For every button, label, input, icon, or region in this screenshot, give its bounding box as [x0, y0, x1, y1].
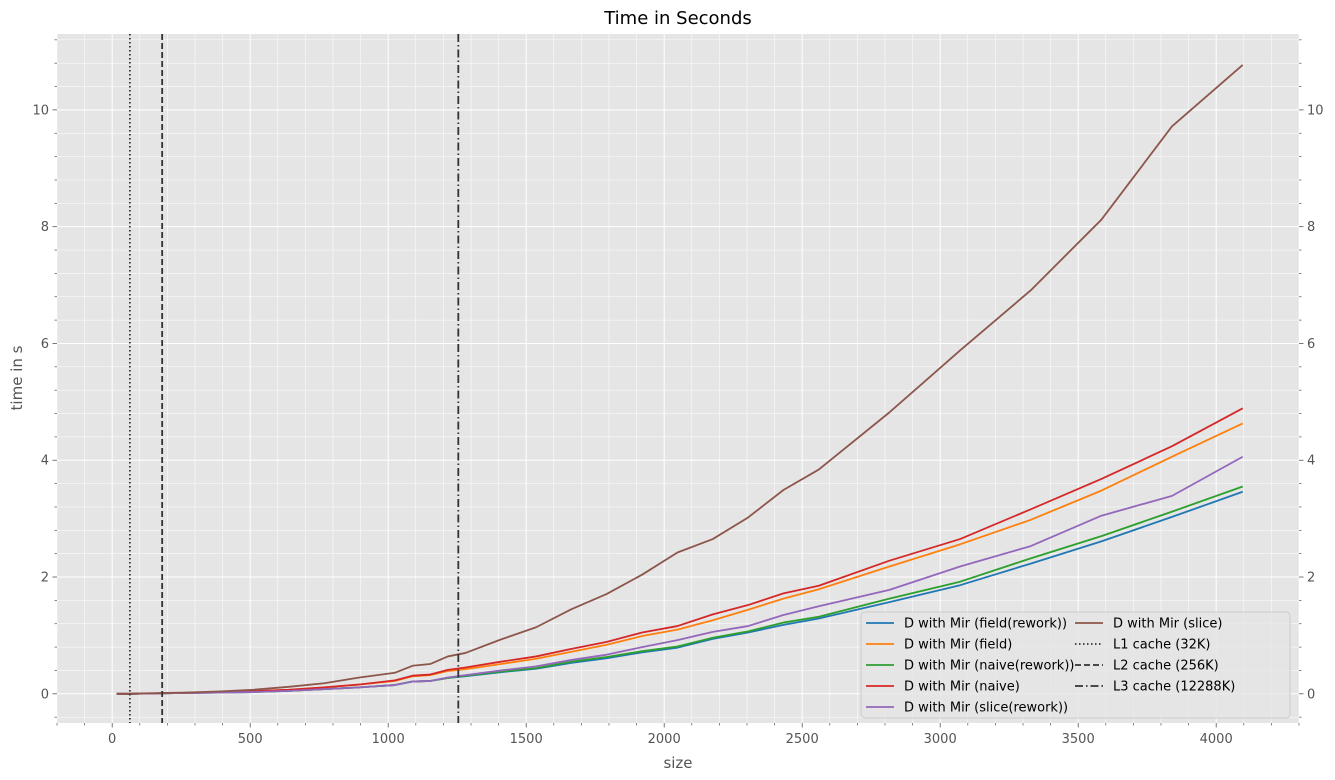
y-tick-label: 8	[41, 220, 49, 235]
y-tick-label: 2	[41, 571, 49, 586]
y-tick-label: 10	[32, 103, 49, 118]
series-line-5	[116, 64, 1244, 695]
x-tick-label: 4000	[1200, 732, 1233, 747]
y-tick-label-right: 10	[1307, 103, 1324, 118]
series-layer	[116, 64, 1244, 695]
legend-label: L3 cache (12288K)	[1113, 680, 1235, 695]
y-tick-label-right: 8	[1307, 220, 1315, 235]
y-tick-label-right: 2	[1307, 571, 1315, 586]
axis-ticks: 0 500 1000 1500 2000 2500 3000 3500 4000 0 0 2 2 4 4 6 6…	[32, 39, 1324, 747]
cache-lines-layer	[128, 34, 460, 723]
x-tick-label: 500	[238, 732, 263, 747]
x-tick-label: 0	[108, 732, 116, 747]
y-tick-label-right: 4	[1307, 454, 1315, 469]
legend-label: D with Mir (slice(rework))	[904, 701, 1068, 716]
legend: D with Mir (field(rework)) D with Mir (fi…	[860, 611, 1291, 719]
legend-label: D with Mir (slice)	[1113, 617, 1222, 632]
minor-gridlines	[56, 34, 1300, 723]
legend-label: D with Mir (field(rework))	[904, 617, 1067, 632]
x-tick-label: 1000	[372, 732, 405, 747]
major-gridlines	[57, 34, 1299, 723]
y-tick-label: 0	[41, 687, 49, 702]
x-tick-label: 2000	[648, 732, 681, 747]
legend-label: L1 cache (32K)	[1113, 638, 1211, 653]
x-tick-label: 2500	[786, 732, 819, 747]
legend-label: D with Mir (naive)	[904, 680, 1020, 695]
y-axis-label: time in s	[8, 345, 26, 410]
series-line-4	[116, 455, 1244, 695]
x-axis-label: size	[663, 754, 692, 772]
y-tick-label-right: 6	[1307, 337, 1315, 352]
x-tick-label: 3000	[924, 732, 957, 747]
chart-title: Time in Seconds	[603, 8, 752, 29]
x-tick-label: 1500	[510, 732, 543, 747]
y-tick-label: 6	[41, 337, 49, 352]
legend-label: D with Mir (naive(rework))	[904, 659, 1074, 674]
x-tick-label: 3500	[1062, 732, 1095, 747]
plot-background	[57, 34, 1299, 723]
y-tick-label: 4	[41, 454, 49, 469]
legend-label: L2 cache (256K)	[1113, 659, 1219, 674]
y-tick-label-right: 0	[1307, 687, 1315, 702]
legend-label: D with Mir (field)	[904, 638, 1012, 653]
